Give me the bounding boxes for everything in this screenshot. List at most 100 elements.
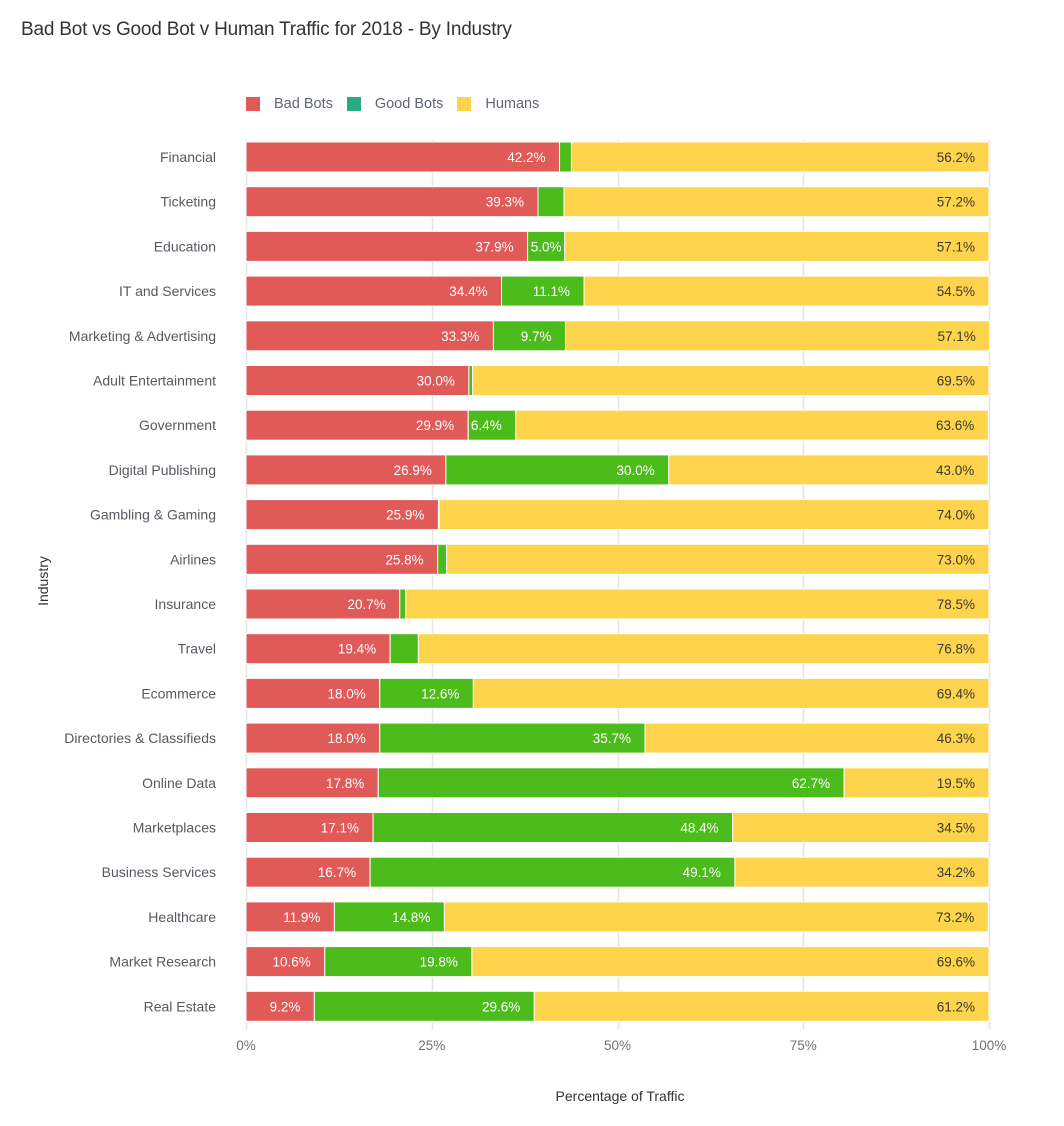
data-label-bad-bots: 18.0% <box>327 686 365 701</box>
x-tick-label: 75% <box>790 1038 817 1053</box>
data-label-humans: 43.0% <box>936 463 974 478</box>
bar-segment-humans[interactable] <box>533 990 990 1022</box>
bar-segment-humans[interactable] <box>563 186 990 218</box>
bar-segment-good-bots[interactable] <box>389 633 419 665</box>
data-label-humans: 54.5% <box>937 284 975 299</box>
bar-segment-humans[interactable] <box>570 141 990 173</box>
bar-segment-humans[interactable] <box>644 722 990 754</box>
bar-segment-good-bots[interactable] <box>437 543 448 575</box>
data-label-humans: 69.5% <box>937 374 975 389</box>
legend-item-good-bots[interactable]: Good Bots <box>346 96 444 112</box>
data-label-bad-bots: 17.1% <box>321 821 359 836</box>
bar-segment-humans[interactable] <box>443 901 989 933</box>
legend-label-good-bots: Good Bots <box>374 96 444 112</box>
bar-segment-bad-bots[interactable] <box>245 499 439 531</box>
bar-segment-good-bots[interactable] <box>372 812 734 843</box>
data-label-bad-bots: 16.7% <box>318 865 356 880</box>
bar-segment-bad-bots[interactable] <box>245 588 401 620</box>
bar-segment-humans[interactable] <box>472 677 990 709</box>
bar-segment-good-bots[interactable] <box>445 454 670 486</box>
bar-segment-good-bots[interactable] <box>501 275 585 307</box>
legend-swatch-good-bots <box>346 97 361 111</box>
data-label-good-bots: 29.6% <box>482 999 520 1014</box>
legend-item-bad-bots[interactable]: Bad Bots <box>246 96 333 112</box>
gridlines <box>245 140 991 1030</box>
category-label: Marketing & Advertising <box>69 328 216 344</box>
data-label-bad-bots: 30.0% <box>417 374 455 389</box>
bar-segment-good-bots[interactable] <box>467 409 517 441</box>
category-label: Airlines <box>170 551 216 567</box>
category-label: Market Research <box>109 954 216 970</box>
category-label: Financial <box>160 149 216 165</box>
legend-swatch-humans <box>457 97 472 111</box>
bar-segment-bad-bots[interactable] <box>245 990 315 1022</box>
bar-segment-good-bots[interactable] <box>559 141 572 173</box>
bar-segment-good-bots[interactable] <box>537 186 565 218</box>
data-label-bad-bots: 29.9% <box>416 418 454 433</box>
category-label: Ticketing <box>160 194 216 210</box>
data-label-good-bots: 30.0% <box>616 463 654 478</box>
bar-segment-humans[interactable] <box>564 320 991 352</box>
bar-segment-bad-bots[interactable] <box>245 230 529 262</box>
data-label-bad-bots: 25.9% <box>386 508 424 523</box>
bar-segment-humans[interactable] <box>471 946 990 978</box>
data-label-humans: 56.2% <box>937 150 975 165</box>
legend-item-humans[interactable]: Humans <box>457 96 539 112</box>
bar-segment-humans[interactable] <box>472 365 990 396</box>
x-tick-label: 25% <box>418 1038 445 1053</box>
category-label: Gambling & Gaming <box>90 507 216 523</box>
bar-segment-good-bots[interactable] <box>379 677 474 709</box>
bar-segment-humans[interactable] <box>843 767 990 799</box>
bar-segment-bad-bots[interactable] <box>245 767 379 799</box>
x-tick-label: 0% <box>236 1038 256 1053</box>
data-label-humans: 69.4% <box>937 686 975 701</box>
bar-segment-good-bots[interactable] <box>468 365 474 396</box>
bar-segment-bad-bots[interactable] <box>245 320 494 352</box>
bar-segment-bad-bots[interactable] <box>245 186 539 218</box>
category-label: Healthcare <box>148 909 216 925</box>
category-label: Education <box>154 238 216 254</box>
data-label-humans: 76.8% <box>937 642 975 657</box>
bar-segment-humans[interactable] <box>583 275 990 307</box>
bar-segment-humans[interactable] <box>405 588 990 620</box>
data-label-humans: 74.0% <box>937 508 975 523</box>
category-label: Government <box>139 417 216 433</box>
data-label-good-bots: 9.7% <box>521 329 552 344</box>
x-tick-label: 50% <box>604 1038 631 1053</box>
x-tick-labels: 0% 25% 50% 75% 100% <box>236 1038 1006 1053</box>
data-label-humans: 78.5% <box>937 597 975 612</box>
data-label-good-bots: 5.0% <box>531 239 562 254</box>
bar-segment-humans[interactable] <box>732 812 990 843</box>
data-label-humans: 69.6% <box>937 955 975 970</box>
bar-segment-humans[interactable] <box>515 409 989 441</box>
bar-segment-humans[interactable] <box>668 454 989 486</box>
bar-segment-bad-bots[interactable] <box>245 677 381 709</box>
bar-segment-good-bots[interactable] <box>399 588 407 620</box>
bar-segment-bad-bots[interactable] <box>245 901 335 933</box>
bar-segment-humans[interactable] <box>734 856 990 888</box>
data-label-bad-bots: 42.2% <box>507 150 545 165</box>
category-labels: Financial Ticketing Education IT and Servic… <box>64 149 216 1014</box>
bar-segment-good-bots[interactable] <box>377 767 845 799</box>
bar-segment-humans[interactable] <box>564 230 990 262</box>
bar-segment-good-bots[interactable] <box>324 946 473 978</box>
bar-segment-humans[interactable] <box>438 499 990 531</box>
bar-segment-bad-bots[interactable] <box>245 409 469 441</box>
data-label-good-bots: 11.1% <box>533 284 570 299</box>
data-label-good-bots: 14.8% <box>392 910 430 925</box>
data-label-bad-bots: 18.0% <box>327 731 365 746</box>
category-label: IT and Services <box>119 283 216 299</box>
bar-segment-good-bots[interactable] <box>527 230 566 262</box>
category-label: Ecommerce <box>141 685 216 701</box>
data-label-humans: 73.0% <box>937 552 975 567</box>
data-label-bad-bots: 10.6% <box>272 955 310 970</box>
bar-segment-bad-bots[interactable] <box>245 275 503 307</box>
bar-segment-bad-bots[interactable] <box>245 856 371 888</box>
bar-segment-good-bots[interactable] <box>369 856 736 888</box>
bar-segment-bad-bots[interactable] <box>245 946 326 978</box>
bar-segment-humans[interactable] <box>446 543 990 575</box>
category-label: Business Services <box>102 864 216 880</box>
bar-segment-humans[interactable] <box>417 633 990 665</box>
bar-segment-bad-bots[interactable] <box>245 365 470 396</box>
